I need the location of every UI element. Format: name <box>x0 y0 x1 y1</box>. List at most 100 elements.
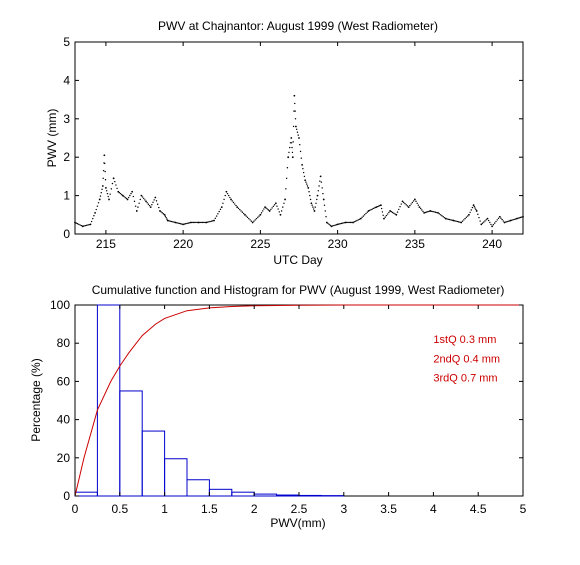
chart1-data-point <box>287 167 288 168</box>
chart1-data-point <box>408 206 410 208</box>
chart1-data-point <box>498 218 499 219</box>
chart1-data-point <box>463 219 464 220</box>
chart1-data-point <box>99 199 101 201</box>
chart1-data-point <box>402 200 404 202</box>
chart1-data-point <box>282 206 283 207</box>
chart2-xtick-label: 0.5 <box>111 502 128 516</box>
chart2-annotation: 3rdQ 0.7 mm <box>433 372 497 384</box>
chart1-data-point <box>477 214 478 215</box>
chart1-data-point <box>409 205 410 206</box>
chart1-data-point <box>255 219 256 220</box>
chart1-data-point <box>342 222 343 223</box>
chart1-data-point <box>299 144 300 145</box>
chart1-data-point <box>322 193 323 194</box>
chart1-data-point <box>257 217 258 218</box>
chart1-data-point <box>318 190 319 191</box>
chart1-data-point <box>193 222 194 223</box>
chart1-data-point <box>147 202 148 203</box>
chart1-data-point <box>217 213 218 214</box>
chart1-data-point <box>497 219 498 220</box>
chart1-data-point <box>318 185 319 186</box>
chart1-data-point <box>108 199 110 201</box>
chart1-data-point <box>258 215 259 216</box>
chart1-data-point <box>113 177 115 179</box>
chart1-data-point <box>433 211 434 212</box>
chart1-data-point <box>457 221 458 222</box>
chart1-data-point <box>327 223 328 224</box>
chart1-data-point <box>503 220 504 221</box>
chart1-data-point <box>236 206 238 208</box>
chart1-data-point <box>486 219 487 220</box>
chart2-xtick-label: 3.5 <box>380 502 397 516</box>
chart1-data-point <box>288 152 289 153</box>
chart1-data-point <box>429 210 431 212</box>
chart1-data-point <box>100 195 101 196</box>
chart1-data-point <box>462 221 463 222</box>
chart1-data-point <box>188 222 189 223</box>
chart2-xtick-label: 5 <box>520 502 527 516</box>
chart1-data-point <box>101 189 102 190</box>
chart1-data-point <box>522 216 524 218</box>
chart1-data-point <box>133 196 134 197</box>
chart1-data-point <box>83 225 84 226</box>
chart1-data-point <box>479 220 480 221</box>
chart1-data-point <box>483 221 484 222</box>
chart1-data-point <box>160 211 161 212</box>
chart1-data-point <box>286 178 287 179</box>
chart1-data-point <box>238 208 239 209</box>
chart1-data-point <box>135 205 136 206</box>
chart1-data-point <box>385 216 386 217</box>
chart1-data-point <box>369 210 370 211</box>
chart1-ytick-label: 0 <box>63 227 70 241</box>
chart1-data-point <box>149 205 150 206</box>
chart1-data-point <box>339 223 340 224</box>
chart1-data-point <box>143 198 144 199</box>
chart1-data-point <box>202 222 203 223</box>
chart1-data-point <box>328 224 329 225</box>
chart1-xtick-label: 240 <box>482 237 502 251</box>
chart1-data-point <box>244 214 246 216</box>
chart1-data-point <box>346 222 347 223</box>
chart1-data-point <box>221 206 223 208</box>
chart1-data-point <box>493 224 494 225</box>
chart1-data-point <box>141 195 143 197</box>
chart1-data-point <box>355 221 356 222</box>
chart1-data-point <box>296 129 297 130</box>
chart1-data-point <box>320 176 322 178</box>
chart1-data-point <box>363 215 364 216</box>
chart1-data-point <box>249 219 250 220</box>
chart1-data-point <box>270 209 271 210</box>
chart1-data-point <box>444 217 445 218</box>
chart1-data-point <box>284 199 286 201</box>
chart1-data-point <box>372 208 373 209</box>
chart1-xtick-label: 225 <box>250 237 270 251</box>
chart1-data-point <box>406 204 407 205</box>
chart1-data-point <box>171 221 172 222</box>
chart1-data-point <box>77 223 78 224</box>
chart1-data-point <box>277 208 278 209</box>
chart1-data-point <box>347 222 348 223</box>
chart1-data-point <box>208 221 209 222</box>
chart1-data-point <box>94 212 96 214</box>
chart1-data-point <box>302 168 303 169</box>
chart1-data-point <box>235 205 236 206</box>
chart1-data-point <box>91 221 92 222</box>
chart1-data-point <box>185 223 186 224</box>
chart1-data-point <box>349 222 350 223</box>
chart1-data-point <box>437 212 439 214</box>
chart1-data-point <box>252 222 254 224</box>
chart1-data-point <box>337 224 339 226</box>
chart1-data-point <box>167 220 169 222</box>
chart1-data-point <box>137 206 138 207</box>
chart2-ytick-label: 80 <box>57 336 71 350</box>
chart2-xtick-label: 2.5 <box>291 502 308 516</box>
chart1-data-point <box>505 221 506 222</box>
chart1-data-point <box>165 217 166 218</box>
chart1-data-point <box>364 214 365 215</box>
chart1-data-point <box>256 218 257 219</box>
chart1-data-point <box>98 202 99 203</box>
chart1-data-point <box>361 217 362 218</box>
chart1-data-point <box>240 210 241 211</box>
chart2-ylabel: Percentage (%) <box>29 358 43 441</box>
chart1-data-point <box>293 141 294 142</box>
